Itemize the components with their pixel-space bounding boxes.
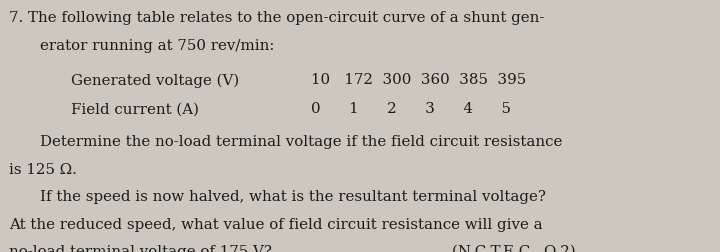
Text: is 125 Ω.: is 125 Ω. — [9, 163, 76, 176]
Text: Determine the no-load terminal voltage if the field circuit resistance: Determine the no-load terminal voltage i… — [40, 134, 562, 148]
Text: no-load terminal voltage of 175 V?: no-load terminal voltage of 175 V? — [9, 244, 271, 252]
Text: 7. The following table relates to the open-circuit curve of a shunt gen-: 7. The following table relates to the op… — [9, 11, 544, 25]
Text: (N.C.T.E.C., O.2): (N.C.T.E.C., O.2) — [452, 244, 576, 252]
Text: erator running at 750 rev/min:: erator running at 750 rev/min: — [40, 39, 274, 53]
Text: If the speed is now halved, what is the resultant terminal voltage?: If the speed is now halved, what is the … — [40, 190, 546, 203]
Text: Generated voltage (V): Generated voltage (V) — [71, 73, 239, 87]
Text: At the reduced speed, what value of field circuit resistance will give a: At the reduced speed, what value of fiel… — [9, 217, 542, 231]
Text: 0      1      2      3      4      5: 0 1 2 3 4 5 — [311, 102, 511, 116]
Text: 10   172  300  360  385  395: 10 172 300 360 385 395 — [311, 73, 526, 87]
Text: Field current (A): Field current (A) — [71, 102, 199, 116]
